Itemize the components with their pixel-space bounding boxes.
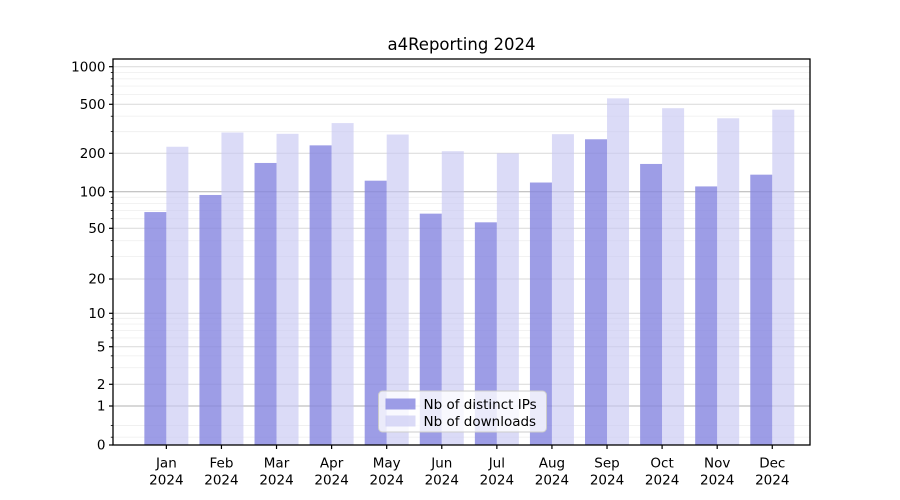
- y-tick-label: 100: [80, 184, 106, 200]
- bar-downloads-jun: [441, 151, 464, 445]
- y-tick-label: 0: [97, 438, 106, 454]
- bar-downloads-mar: [276, 133, 299, 445]
- legend-box: [378, 390, 547, 433]
- y-tick-label: 5: [97, 339, 106, 355]
- legend-swatch-distinct-ips: [385, 398, 416, 410]
- bar-downloads-sep: [607, 98, 630, 445]
- x-tick-label-month: May: [373, 456, 401, 472]
- bar-distinct-ips-apr: [309, 145, 332, 445]
- x-tick-label-month: Jun: [430, 456, 452, 472]
- bar-downloads-jul: [496, 153, 519, 446]
- bar-distinct-ips-sep: [585, 139, 608, 445]
- bar-distinct-ips-mar: [254, 162, 277, 445]
- bar-distinct-ips-jul: [474, 222, 497, 445]
- x-tick-label-month: Nov: [704, 456, 730, 472]
- x-tick-label-year: 2024: [259, 473, 293, 489]
- bar-downloads-oct: [662, 108, 685, 446]
- x-tick-label-year: 2024: [755, 473, 789, 489]
- x-tick-label-year: 2024: [535, 473, 569, 489]
- bar-distinct-ips-dec: [750, 174, 773, 445]
- y-tick-label: 200: [80, 146, 106, 162]
- x-tick-label-month: Sep: [594, 456, 619, 472]
- axes-layer: 01251020501002005001000Jan2024Feb2024Mar…: [71, 59, 789, 488]
- x-tick-label-month: Oct: [650, 456, 673, 472]
- bar-downloads-feb: [221, 132, 244, 446]
- y-tick-label: 10: [88, 306, 105, 322]
- x-tick-label-month: Dec: [759, 456, 785, 472]
- x-tick-label-year: 2024: [204, 473, 238, 489]
- bar-distinct-ips-aug: [529, 182, 552, 445]
- legend-label-downloads: Nb of downloads: [424, 414, 537, 430]
- legend-swatch-downloads: [385, 415, 416, 427]
- bars-layer: [144, 98, 795, 446]
- x-tick-label-year: 2024: [370, 473, 404, 489]
- x-tick-label-year: 2024: [590, 473, 624, 489]
- x-tick-label-year: 2024: [314, 473, 348, 489]
- y-tick-label: 1: [97, 399, 106, 415]
- x-tick-label-year: 2024: [700, 473, 734, 489]
- bar-downloads-jan: [166, 146, 189, 446]
- x-tick-label-month: Feb: [209, 456, 233, 472]
- legend: Nb of distinct IPs Nb of downloads: [378, 390, 547, 433]
- x-tick-label-month: Jan: [155, 456, 177, 472]
- bar-downloads-may: [386, 134, 409, 446]
- y-tick-label: 1000: [71, 59, 105, 75]
- bar-downloads-nov: [717, 118, 740, 446]
- bar-downloads-apr: [331, 123, 354, 446]
- x-tick-label-month: Mar: [264, 456, 290, 472]
- x-tick-label-month: Apr: [320, 456, 344, 472]
- x-tick-label-month: Aug: [539, 456, 565, 472]
- bar-downloads-dec: [772, 109, 795, 446]
- bar-downloads-aug: [551, 134, 574, 445]
- x-tick-label-year: 2024: [480, 473, 514, 489]
- plot-frame: [112, 58, 811, 446]
- bar-distinct-ips-nov: [695, 186, 718, 445]
- chart-title: a4Reporting 2024: [387, 35, 535, 54]
- legend-label-distinct-ips: Nb of distinct IPs: [424, 397, 537, 413]
- y-tick-label: 20: [88, 272, 105, 288]
- y-tick-label: 2: [97, 377, 106, 393]
- bar-distinct-ips-oct: [640, 163, 663, 445]
- x-tick-label-month: Jul: [488, 456, 505, 472]
- bar-distinct-ips-may: [364, 180, 387, 445]
- x-tick-label-year: 2024: [425, 473, 459, 489]
- x-tick-label-year: 2024: [645, 473, 679, 489]
- bar-distinct-ips-feb: [199, 194, 222, 445]
- y-tick-label: 50: [88, 221, 105, 237]
- bar-distinct-ips-jan: [144, 212, 167, 445]
- x-tick-label-year: 2024: [149, 473, 183, 489]
- bar-distinct-ips-jun: [419, 213, 442, 445]
- y-tick-label: 500: [80, 97, 106, 113]
